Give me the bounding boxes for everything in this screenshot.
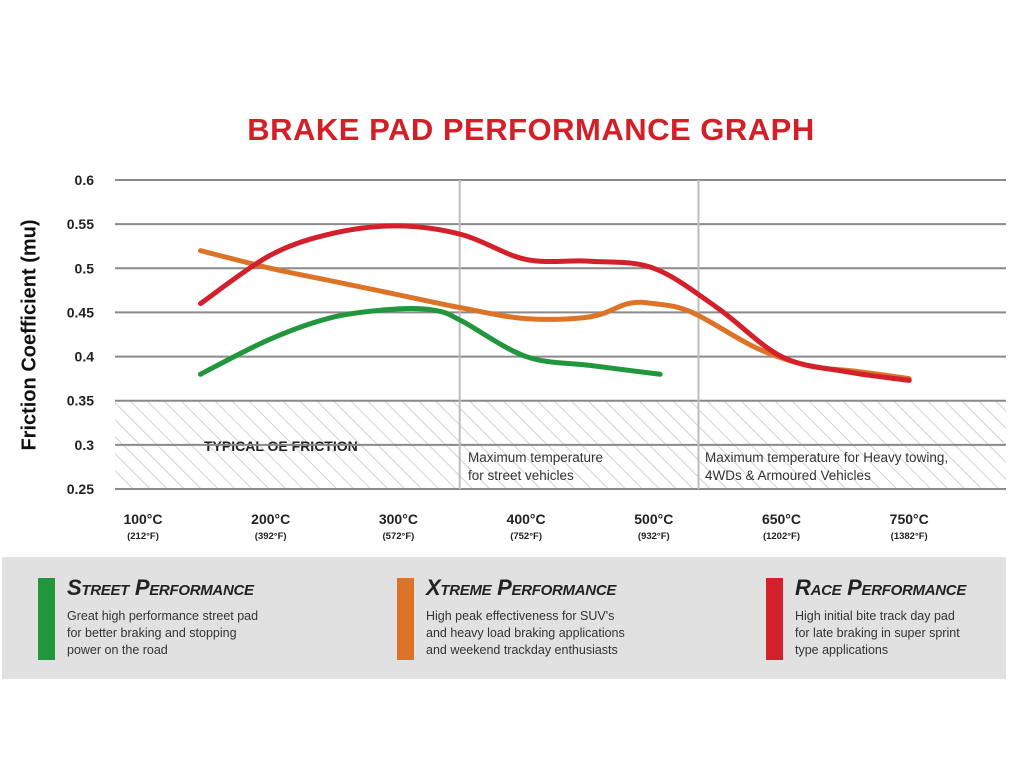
legend-desc-line: Great high performance street pad <box>67 609 259 623</box>
legend-desc-line: for late braking in super sprint <box>795 626 960 640</box>
y-tick-label: 0.25 <box>67 481 94 497</box>
legend-swatch-race <box>766 578 783 660</box>
legend-desc-xtreme: High peak effectiveness for SUV's and he… <box>426 608 666 659</box>
max-temp-label: Maximum temperature <box>468 450 603 465</box>
legend-name-race: Race Performance <box>795 575 967 600</box>
legend-panel <box>2 557 1006 679</box>
street-performance-line <box>197 305 663 377</box>
y-tick-label: 0.45 <box>67 304 94 320</box>
x-tick-label: 750°C <box>890 511 929 527</box>
y-tick-label: 0.6 <box>75 172 95 188</box>
x-tick-sublabel: (212°F) <box>127 531 159 542</box>
legend-desc-line: type applications <box>795 643 889 657</box>
y-tick-label: 0.35 <box>67 393 94 409</box>
legend-desc-street: Great high performance street pad for be… <box>67 608 307 659</box>
x-tick-sublabel: (1382°F) <box>891 531 928 542</box>
x-tick-sublabel: (572°F) <box>383 531 415 542</box>
legend-swatch-xtreme <box>397 578 414 660</box>
y-tick-label: 0.4 <box>75 349 95 365</box>
x-tick-label: 650°C <box>762 511 801 527</box>
x-tick-label: 300°C <box>379 511 418 527</box>
oe-friction-label: TYPICAL OE FRICTION <box>204 438 358 454</box>
x-tick-label: 400°C <box>507 511 546 527</box>
x-tick-sublabel: (932°F) <box>638 531 670 542</box>
legend-swatch-street <box>38 578 55 660</box>
y-tick-label: 0.55 <box>67 216 94 232</box>
max-temp-label: for street vehicles <box>468 468 574 483</box>
x-tick-label: 200°C <box>251 511 290 527</box>
x-tick-label: 100°C <box>123 511 162 527</box>
legend-name-street: Street Performance <box>67 575 254 600</box>
legend-name-xtreme: Xtreme Performance <box>426 575 617 600</box>
legend-desc-line: and heavy load braking applications <box>426 626 625 640</box>
legend-desc-line: High initial bite track day pad <box>795 609 955 623</box>
max-temp-label: Maximum temperature for Heavy towing, <box>705 450 948 465</box>
x-tick-sublabel: (392°F) <box>255 531 287 542</box>
x-tick-label: 500°C <box>634 511 673 527</box>
chart-title: BRAKE PAD PERFORMANCE GRAPH <box>247 112 815 147</box>
x-tick-sublabel: (1202°F) <box>763 531 800 542</box>
legend-desc-line: for better braking and stopping <box>67 626 237 640</box>
max-temp-label: 4WDs & Armoured Vehicles <box>705 468 871 483</box>
legend-desc-line: High peak effectiveness for SUV's <box>426 609 615 623</box>
race-performance-line <box>197 223 912 383</box>
xtreme-performance-line <box>197 248 912 382</box>
legend-desc-line: and weekend trackday enthusiasts <box>426 643 618 657</box>
y-tick-label: 0.3 <box>75 437 95 453</box>
legend-desc-race: High initial bite track day pad for late… <box>795 608 1024 659</box>
x-tick-sublabel: (752°F) <box>510 531 542 542</box>
legend-desc-line: power on the road <box>67 643 168 657</box>
y-tick-label: 0.5 <box>75 260 95 276</box>
